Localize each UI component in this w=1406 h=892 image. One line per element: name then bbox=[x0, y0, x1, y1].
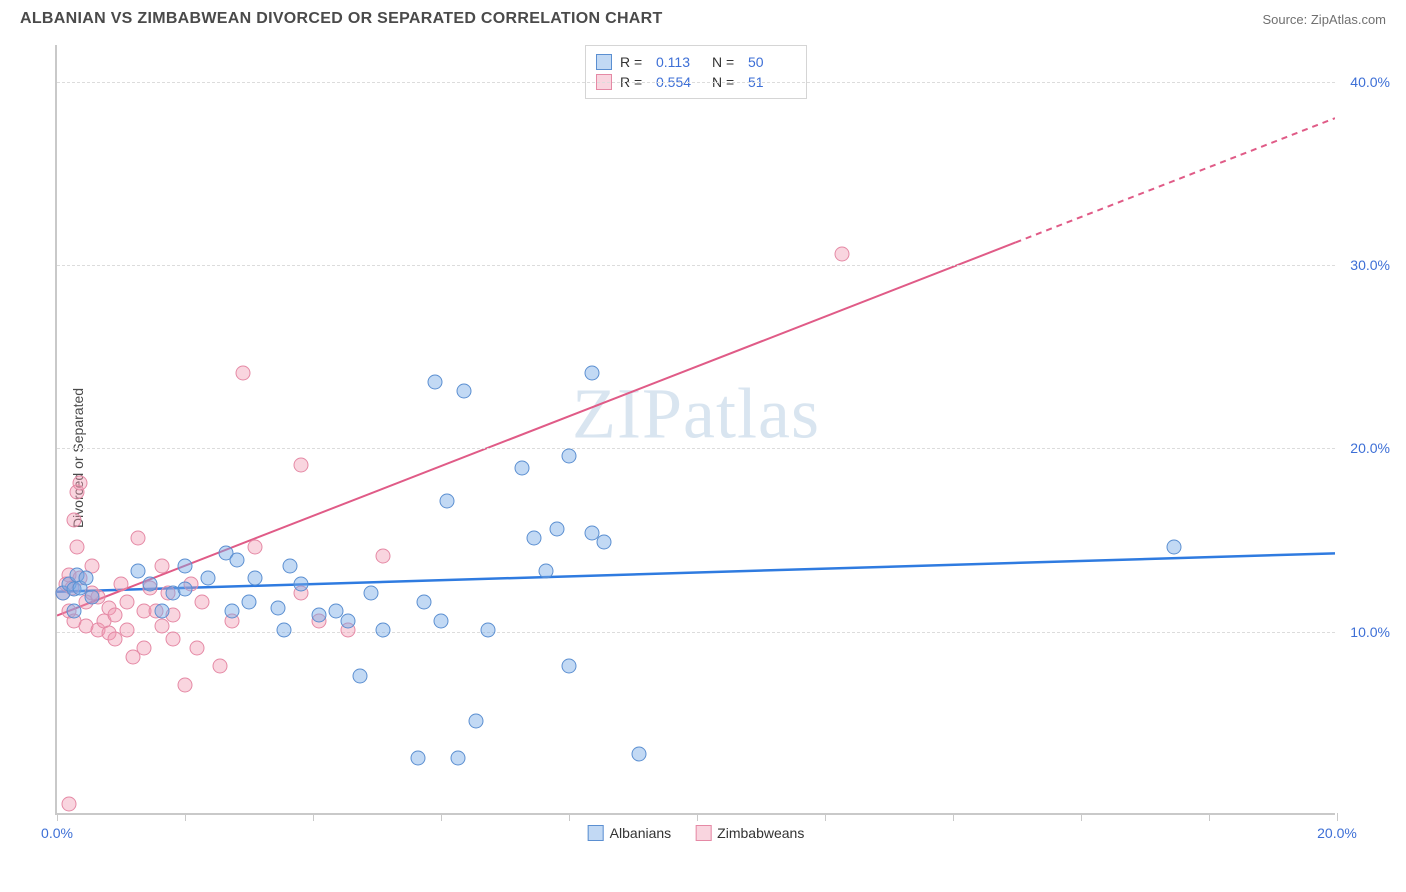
data-point bbox=[67, 604, 82, 619]
data-point bbox=[515, 461, 530, 476]
data-point bbox=[119, 622, 134, 637]
data-point bbox=[596, 534, 611, 549]
data-point bbox=[201, 571, 216, 586]
x-tick bbox=[825, 813, 826, 821]
data-point bbox=[178, 677, 193, 692]
gridline bbox=[57, 265, 1335, 266]
x-tick-label: 20.0% bbox=[1317, 825, 1357, 841]
data-point bbox=[562, 448, 577, 463]
data-point bbox=[236, 366, 251, 381]
trend-lines bbox=[57, 45, 1335, 813]
data-point bbox=[154, 558, 169, 573]
data-point bbox=[294, 576, 309, 591]
gridline bbox=[57, 632, 1335, 633]
data-point bbox=[166, 631, 181, 646]
data-point bbox=[195, 595, 210, 610]
data-point bbox=[131, 531, 146, 546]
x-tick bbox=[57, 813, 58, 821]
data-point bbox=[189, 641, 204, 656]
data-point bbox=[247, 571, 262, 586]
x-tick bbox=[185, 813, 186, 821]
data-point bbox=[480, 622, 495, 637]
data-point bbox=[835, 246, 850, 261]
data-point bbox=[242, 595, 257, 610]
data-point bbox=[143, 576, 158, 591]
data-point bbox=[538, 564, 553, 579]
data-point bbox=[154, 604, 169, 619]
swatch-blue-icon bbox=[596, 54, 612, 70]
data-point bbox=[131, 564, 146, 579]
x-tick-label: 0.0% bbox=[41, 825, 73, 841]
data-point bbox=[428, 375, 443, 390]
data-point bbox=[294, 457, 309, 472]
stats-legend: R = 0.113 N = 50 R = 0.554 N = 51 bbox=[585, 45, 807, 99]
data-point bbox=[1167, 540, 1182, 555]
x-tick bbox=[697, 813, 698, 821]
x-tick bbox=[1081, 813, 1082, 821]
legend-item-zimbabweans: Zimbabweans bbox=[695, 825, 804, 841]
gridline bbox=[57, 82, 1335, 83]
x-tick bbox=[1209, 813, 1210, 821]
chart-area: Divorced or Separated ZIPatlas R = 0.113… bbox=[0, 33, 1406, 883]
data-point bbox=[311, 608, 326, 623]
data-point bbox=[364, 586, 379, 601]
x-tick bbox=[313, 813, 314, 821]
swatch-pink-icon bbox=[695, 825, 711, 841]
scatter-plot: ZIPatlas R = 0.113 N = 50 R = 0.554 N = … bbox=[55, 45, 1335, 815]
data-point bbox=[70, 540, 85, 555]
data-point bbox=[67, 512, 82, 527]
data-point bbox=[451, 751, 466, 766]
data-point bbox=[527, 531, 542, 546]
x-tick bbox=[1337, 813, 1338, 821]
data-point bbox=[457, 384, 472, 399]
data-point bbox=[79, 571, 94, 586]
data-point bbox=[434, 613, 449, 628]
data-point bbox=[114, 576, 129, 591]
data-point bbox=[585, 366, 600, 381]
data-point bbox=[154, 619, 169, 634]
chart-header: ALBANIAN VS ZIMBABWEAN DIVORCED OR SEPAR… bbox=[0, 0, 1406, 33]
data-point bbox=[271, 600, 286, 615]
data-point bbox=[224, 604, 239, 619]
watermark: ZIPatlas bbox=[572, 372, 820, 455]
data-point bbox=[247, 540, 262, 555]
data-point bbox=[212, 659, 227, 674]
y-tick-label: 30.0% bbox=[1340, 257, 1390, 273]
data-point bbox=[352, 668, 367, 683]
data-point bbox=[84, 589, 99, 604]
data-point bbox=[61, 796, 76, 811]
data-point bbox=[108, 608, 123, 623]
data-point bbox=[178, 558, 193, 573]
data-point bbox=[340, 613, 355, 628]
y-tick-label: 40.0% bbox=[1340, 74, 1390, 90]
data-point bbox=[375, 549, 390, 564]
data-point bbox=[468, 714, 483, 729]
data-point bbox=[631, 747, 646, 762]
series-legend: Albanians Zimbabweans bbox=[588, 825, 805, 841]
chart-source: Source: ZipAtlas.com bbox=[1262, 12, 1386, 27]
x-tick bbox=[569, 813, 570, 821]
stats-row-albanians: R = 0.113 N = 50 bbox=[596, 52, 796, 72]
data-point bbox=[562, 659, 577, 674]
swatch-blue-icon bbox=[588, 825, 604, 841]
x-tick bbox=[441, 813, 442, 821]
data-point bbox=[137, 641, 152, 656]
chart-title: ALBANIAN VS ZIMBABWEAN DIVORCED OR SEPAR… bbox=[20, 10, 663, 28]
gridline bbox=[57, 448, 1335, 449]
data-point bbox=[178, 582, 193, 597]
data-point bbox=[416, 595, 431, 610]
data-point bbox=[282, 558, 297, 573]
data-point bbox=[550, 521, 565, 536]
y-tick-label: 20.0% bbox=[1340, 440, 1390, 456]
data-point bbox=[119, 595, 134, 610]
data-point bbox=[410, 751, 425, 766]
y-tick-label: 10.0% bbox=[1340, 624, 1390, 640]
data-point bbox=[230, 553, 245, 568]
x-tick bbox=[953, 813, 954, 821]
legend-item-albanians: Albanians bbox=[588, 825, 672, 841]
data-point bbox=[73, 476, 88, 491]
data-point bbox=[375, 622, 390, 637]
data-point bbox=[276, 622, 291, 637]
data-point bbox=[439, 494, 454, 509]
